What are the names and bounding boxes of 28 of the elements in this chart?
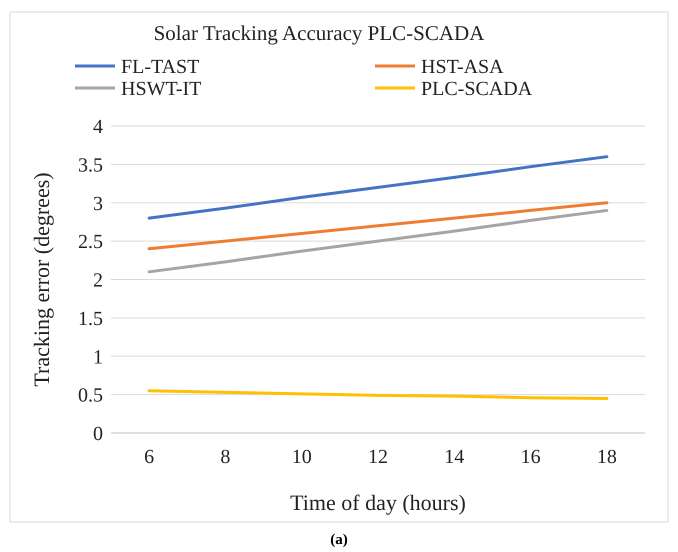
x-tick-label: 16 xyxy=(520,446,541,468)
x-tick-label: 14 xyxy=(444,446,464,468)
text: (a) xyxy=(330,532,348,548)
legend-label: HST-ASA xyxy=(421,56,504,78)
y-axis-title: Tracking error (degrees) xyxy=(29,172,54,387)
y-tick-label: 2 xyxy=(93,270,103,292)
y-tick-label: 0.5 xyxy=(78,384,103,407)
y-tick-label: 4 xyxy=(93,116,103,138)
legend-label: FL-TAST xyxy=(121,56,200,78)
y-tick-label: 3 xyxy=(93,192,103,215)
y-tick-label: 0 xyxy=(93,423,103,445)
x-tick-label: 18 xyxy=(596,446,617,468)
x-tick-label: 12 xyxy=(368,446,388,468)
x-tick-label: 10 xyxy=(292,446,312,468)
y-tick-label: 3.5 xyxy=(78,154,103,176)
x-axis-title: Time of day (hours) xyxy=(290,490,466,515)
x-tick-label: 6 xyxy=(144,446,154,468)
x-tick-label: 8 xyxy=(220,446,230,468)
line-series xyxy=(148,208,608,274)
y-tick-label: 2.5 xyxy=(78,231,103,254)
line-series xyxy=(148,155,608,220)
y-tick-label: 1 xyxy=(93,346,103,368)
line-series xyxy=(148,389,608,400)
line-series xyxy=(148,201,608,250)
chart-title: Solar Tracking Accuracy PLC-SCADA xyxy=(154,21,486,45)
legend-label: PLC-SCADA xyxy=(421,78,533,100)
y-tick-label: 1.5 xyxy=(78,308,103,330)
legend-label: HSWT-IT xyxy=(121,78,202,100)
